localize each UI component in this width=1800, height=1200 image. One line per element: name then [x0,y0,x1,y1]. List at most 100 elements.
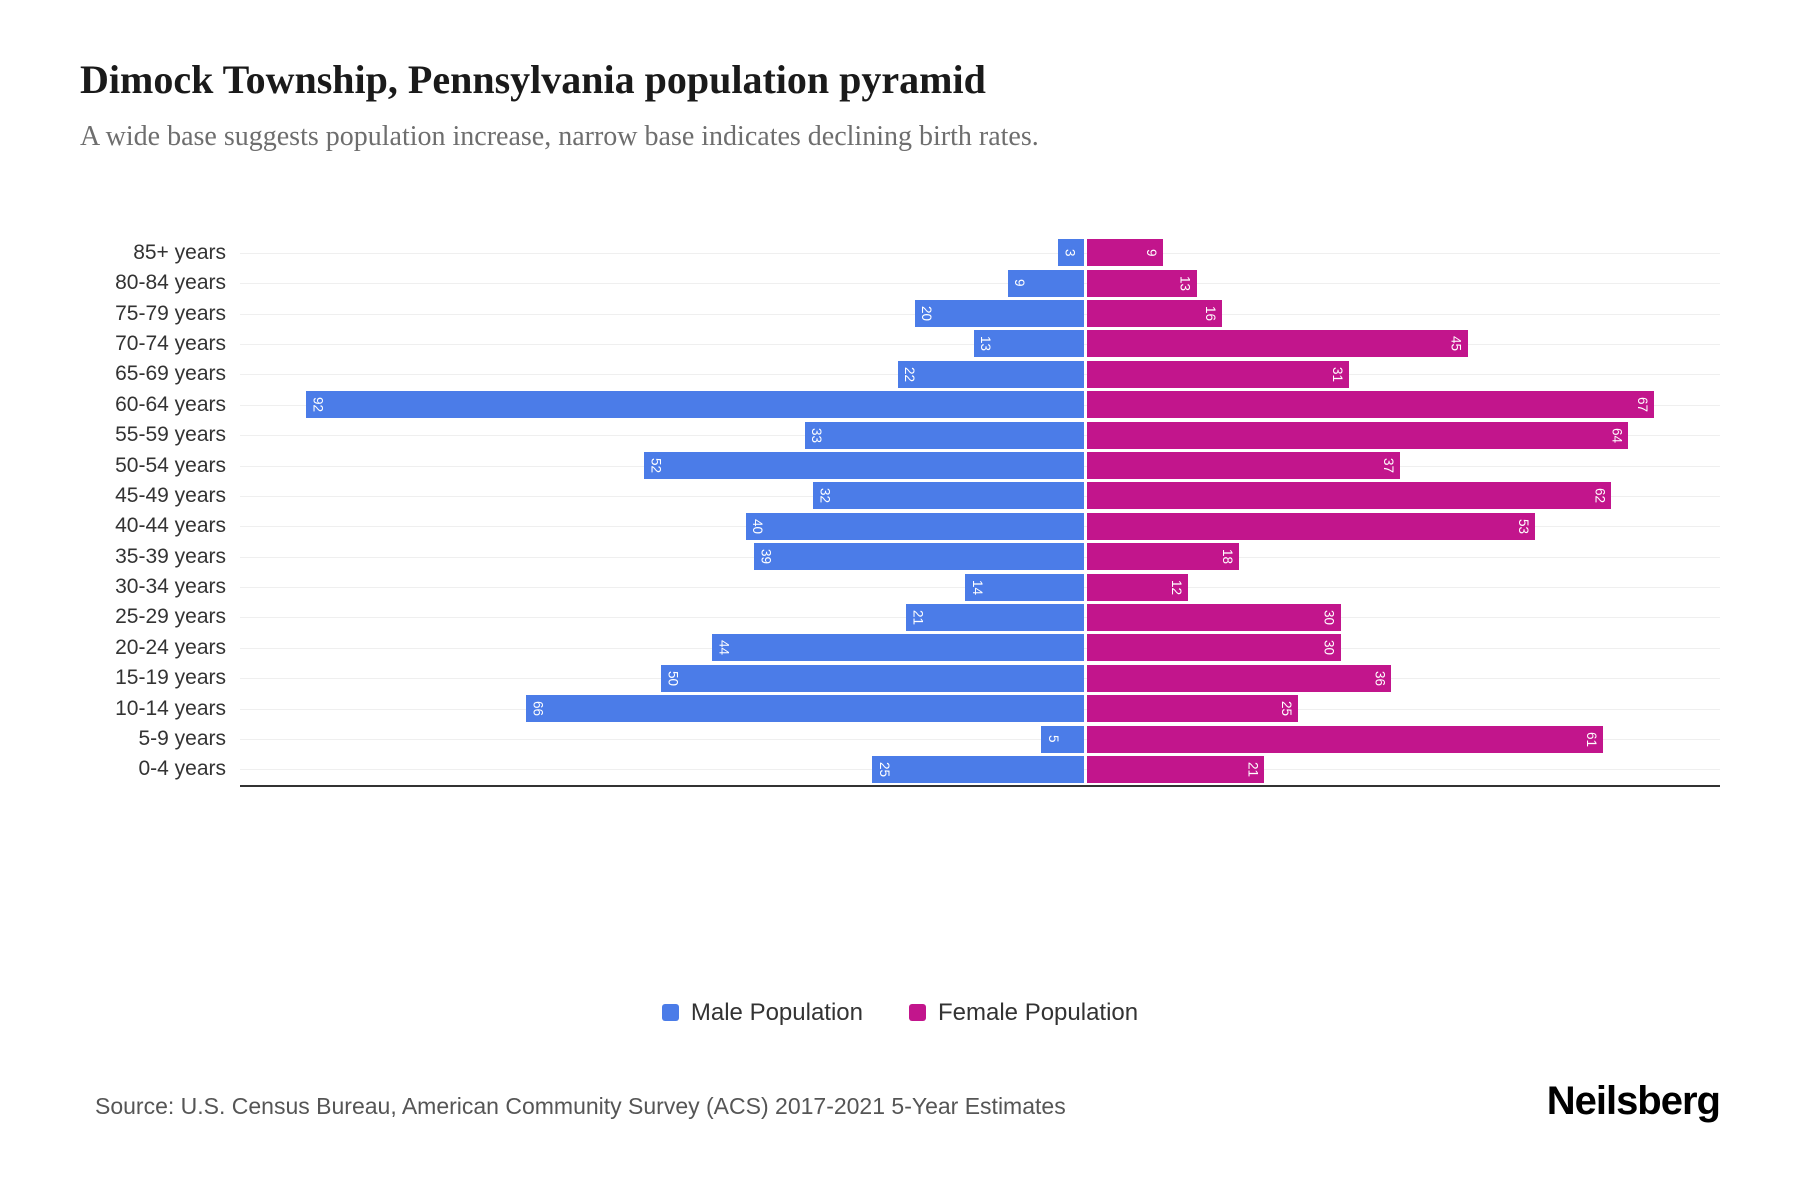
female-bar[interactable]: 13 [1086,269,1197,297]
row-plot-area: 44 30 [240,633,1720,663]
female-bar[interactable]: 30 [1086,634,1341,662]
male-bar-value: 5 [1045,735,1061,743]
male-bar-zone: 5 [240,724,1085,754]
female-bar[interactable]: 53 [1086,512,1536,540]
pyramid-row: 45-49 years 32 62 [80,481,1720,511]
pyramid-row: 20-24 years 44 30 [80,633,1720,663]
age-group-label: 70-74 years [115,331,226,355]
female-bar[interactable]: 67 [1086,391,1654,419]
age-group-label: 45-49 years [115,483,226,507]
row-plot-area: 14 12 [240,572,1720,602]
male-bar[interactable]: 44 [711,634,1084,662]
male-bar[interactable]: 66 [525,695,1084,723]
row-plot-area: 92 67 [240,390,1720,420]
female-bar[interactable]: 64 [1086,421,1629,449]
female-bar-zone: 21 [1085,754,1720,784]
age-group-label: 55-59 years [115,423,226,447]
age-group-label: 5-9 years [138,727,226,751]
row-plot-area: 25 21 [240,754,1720,784]
female-bar-value: 45 [1448,336,1464,352]
female-bar-value: 53 [1516,518,1532,534]
female-bar-zone: 9 [1085,238,1720,268]
male-bar[interactable]: 50 [661,664,1084,692]
male-bar-zone: 3 [240,238,1085,268]
female-bar[interactable]: 12 [1086,573,1189,601]
female-bar-zone: 31 [1085,359,1720,389]
female-bar-zone: 25 [1085,693,1720,723]
row-plot-area: 33 64 [240,420,1720,450]
female-bar-value: 67 [1634,397,1650,413]
age-group-label: 20-24 years [115,635,226,659]
female-bar-value: 21 [1245,761,1261,777]
female-bar[interactable]: 16 [1086,300,1223,328]
female-bar[interactable]: 30 [1086,603,1341,631]
male-bar-zone: 25 [240,754,1085,784]
female-bar[interactable]: 36 [1086,664,1392,692]
male-bar[interactable]: 20 [914,300,1084,328]
female-bar[interactable]: 25 [1086,695,1299,723]
row-plot-area: 32 62 [240,481,1720,511]
female-bar-zone: 61 [1085,724,1720,754]
female-bar[interactable]: 9 [1086,239,1163,267]
age-group-label: 30-34 years [115,575,226,599]
male-bar-value: 20 [919,306,935,322]
pyramid-row: 80-84 years 9 13 [80,268,1720,298]
female-bar[interactable]: 37 [1086,452,1400,480]
row-plot-area: 13 45 [240,329,1720,359]
male-bar[interactable]: 92 [306,391,1084,419]
male-bar-zone: 22 [240,359,1085,389]
female-bar-value: 30 [1321,609,1337,625]
male-bar[interactable]: 32 [813,482,1084,510]
age-group-label: 75-79 years [115,301,226,325]
male-bar[interactable]: 39 [754,543,1084,571]
pyramid-row: 65-69 years 22 31 [80,359,1720,389]
male-bar-value: 39 [758,549,774,565]
pyramid-row: 40-44 years 40 53 [80,511,1720,541]
age-group-label: 65-69 years [115,362,226,386]
male-legend-swatch-icon [661,1004,679,1022]
male-bar[interactable]: 21 [906,603,1084,631]
male-bar-value: 44 [716,640,732,656]
row-plot-area: 5 61 [240,724,1720,754]
male-bar[interactable]: 14 [965,573,1084,601]
legend-item-male[interactable]: Male Population [661,999,863,1027]
male-bar[interactable]: 25 [872,755,1084,783]
male-bar-zone: 40 [240,511,1085,541]
female-bar[interactable]: 18 [1086,543,1239,571]
male-bar[interactable]: 3 [1058,239,1084,267]
male-bar[interactable]: 9 [1007,269,1084,297]
female-bar[interactable]: 31 [1086,360,1349,388]
female-bar-zone: 36 [1085,663,1720,693]
female-bar-value: 16 [1203,306,1219,322]
male-bar-value: 40 [750,518,766,534]
pyramid-row: 75-79 years 20 16 [80,298,1720,328]
legend-item-female[interactable]: Female Population [909,999,1138,1027]
pyramid-row: 55-59 years 33 64 [80,420,1720,450]
male-bar-zone: 13 [240,329,1085,359]
male-bar-value: 33 [809,427,825,443]
male-bar-value: 66 [530,701,546,717]
male-bar[interactable]: 40 [745,512,1084,540]
female-bar-value: 36 [1372,670,1388,686]
female-bar[interactable]: 21 [1086,755,1265,783]
row-plot-area: 20 16 [240,298,1720,328]
pyramid-row: 85+ years 3 9 [80,238,1720,268]
male-bar[interactable]: 33 [804,421,1084,449]
female-bar-zone: 67 [1085,390,1720,420]
male-bar[interactable]: 5 [1041,725,1084,753]
female-bar-zone: 30 [1085,602,1720,632]
female-bar[interactable]: 45 [1086,330,1468,358]
male-bar[interactable]: 13 [973,330,1084,358]
female-bar-value: 64 [1609,427,1625,443]
male-bar[interactable]: 22 [897,360,1084,388]
male-bar[interactable]: 52 [644,452,1084,480]
row-plot-area: 22 31 [240,359,1720,389]
female-bar-value: 12 [1169,579,1185,595]
female-bar[interactable]: 62 [1086,482,1612,510]
source-attribution: Source: U.S. Census Bureau, American Com… [95,1092,1066,1119]
female-bar-value: 31 [1330,366,1345,382]
female-bar[interactable]: 61 [1086,725,1603,753]
pyramid-row: 70-74 years 13 45 [80,329,1720,359]
male-bar-zone: 39 [240,542,1085,572]
